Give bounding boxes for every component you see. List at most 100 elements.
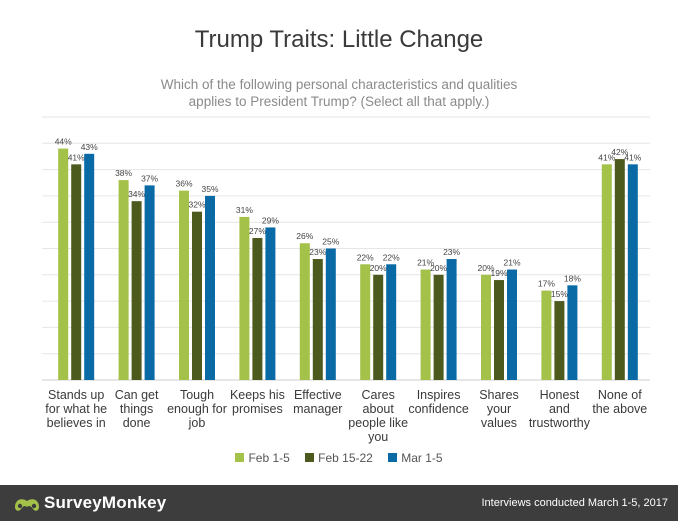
category-label-line: Tough [179, 388, 215, 402]
bar [265, 227, 276, 380]
data-label: 44% [55, 137, 72, 147]
data-label: 18% [564, 273, 581, 283]
data-label: 17% [538, 279, 555, 289]
category-label-line: Can get [114, 388, 159, 402]
category-label-line: job [188, 416, 206, 430]
category-label-line: for what he [45, 402, 108, 416]
bar [71, 164, 82, 380]
category-label-line: and [548, 402, 570, 416]
bar [386, 264, 397, 380]
bar [507, 269, 517, 380]
bar [541, 290, 552, 380]
category-label: Cares about people like you [344, 388, 412, 444]
data-label: 43% [81, 142, 98, 152]
bar [179, 190, 189, 380]
category-label-line: Shares [479, 388, 519, 402]
category-label-line: you [368, 430, 389, 444]
category-label-line: confidence [408, 402, 469, 416]
data-label: 26% [296, 231, 313, 241]
bar [420, 269, 431, 380]
category-label-line: your [486, 402, 512, 416]
category-label: Stands up for what he believes in [42, 388, 110, 430]
bar [192, 211, 202, 380]
subtitle-line-2: applies to President Trump? (Select all … [188, 94, 490, 109]
data-label: 20% [370, 263, 387, 273]
category-label: Keeps his promises [223, 388, 291, 416]
category-label-line: Keeps his [229, 388, 285, 402]
data-label: 25% [322, 237, 339, 247]
category-label-line: believes in [46, 416, 106, 430]
surveymonkey-logo-icon [15, 499, 39, 511]
category-label-line: done [122, 416, 151, 430]
data-label: 42% [611, 147, 628, 157]
data-label: 19% [490, 268, 507, 278]
subtitle-line-1: Which of the following personal characte… [160, 77, 518, 92]
data-label: 35% [201, 184, 218, 194]
data-label: 23% [443, 247, 460, 257]
data-label: 20% [477, 263, 494, 273]
category-label-line: about [362, 402, 394, 416]
category-label-line: people like [348, 416, 409, 430]
category-label-line: promises [232, 402, 283, 416]
bar [312, 259, 323, 380]
category-label-line: Stands up [48, 388, 105, 402]
category-label-line: Effective [293, 388, 342, 402]
category-label: Effective manager [284, 388, 352, 416]
category-label: Can get things done [103, 388, 171, 430]
category-label-line: manager [293, 402, 343, 416]
legend-swatch-mar-1-5 [388, 453, 398, 462]
legend-item-feb-15-22: Feb 15-22 [305, 451, 373, 465]
data-label: 34% [128, 189, 145, 199]
data-label: 41% [68, 152, 85, 162]
legend-label-mar-1-5: Mar 1-5 [401, 451, 443, 465]
data-label: 15% [551, 289, 568, 299]
data-label: 21% [417, 258, 434, 268]
data-label: 41% [598, 152, 615, 162]
data-label: 23% [309, 247, 326, 257]
chart-subtitle: Which of the following personal characte… [0, 76, 678, 110]
bar [481, 274, 491, 380]
data-label: 22% [357, 252, 374, 262]
bar [567, 285, 578, 380]
bar [205, 195, 215, 380]
bar [446, 259, 457, 380]
data-label: 36% [175, 179, 192, 189]
chart-title: Trump Traits: Little Change [194, 26, 484, 53]
data-label: 37% [141, 173, 158, 183]
category-label-line: trustworthy [528, 416, 590, 430]
data-label: 32% [188, 200, 205, 210]
bar [84, 153, 95, 380]
bar [58, 148, 69, 380]
category-label: None of the above [586, 388, 654, 416]
bar [494, 280, 504, 380]
bar [118, 180, 129, 380]
data-label: 21% [503, 258, 520, 268]
data-label: 41% [624, 152, 641, 162]
data-label: 22% [383, 252, 400, 262]
category-label-line: enough for [167, 402, 227, 416]
legend-swatch-feb-15-22 [305, 453, 315, 462]
category-label: Honest and trustworthy [525, 388, 593, 430]
bar [627, 164, 638, 380]
data-label: 29% [262, 215, 279, 225]
legend-label-feb-1-5: Feb 1-5 [248, 451, 290, 465]
category-label-line: Honest [539, 388, 580, 402]
bar [433, 274, 444, 380]
footer-note: Interviews conducted March 1-5, 2017 [481, 497, 669, 509]
bar [554, 301, 565, 380]
data-label: 20% [430, 263, 447, 273]
category-label-line: Inspires [416, 388, 461, 402]
category-label-line: the above [592, 402, 648, 416]
category-label: Shares your values [465, 388, 533, 430]
bar [360, 264, 371, 380]
category-label-line: things [119, 402, 154, 416]
bar [614, 159, 625, 380]
category-label-line: values [480, 416, 518, 430]
footer-bar: SurveyMonkey Interviews conducted March … [0, 485, 678, 521]
brand-name: SurveyMonkey [44, 493, 167, 512]
legend-label-feb-15-22: Feb 15-22 [318, 451, 373, 465]
data-label: 38% [115, 168, 132, 178]
category-label-line: Cares [361, 388, 395, 402]
legend-item-mar-1-5: Mar 1-5 [388, 451, 443, 465]
legend-item-feb-1-5: Feb 1-5 [235, 451, 290, 465]
